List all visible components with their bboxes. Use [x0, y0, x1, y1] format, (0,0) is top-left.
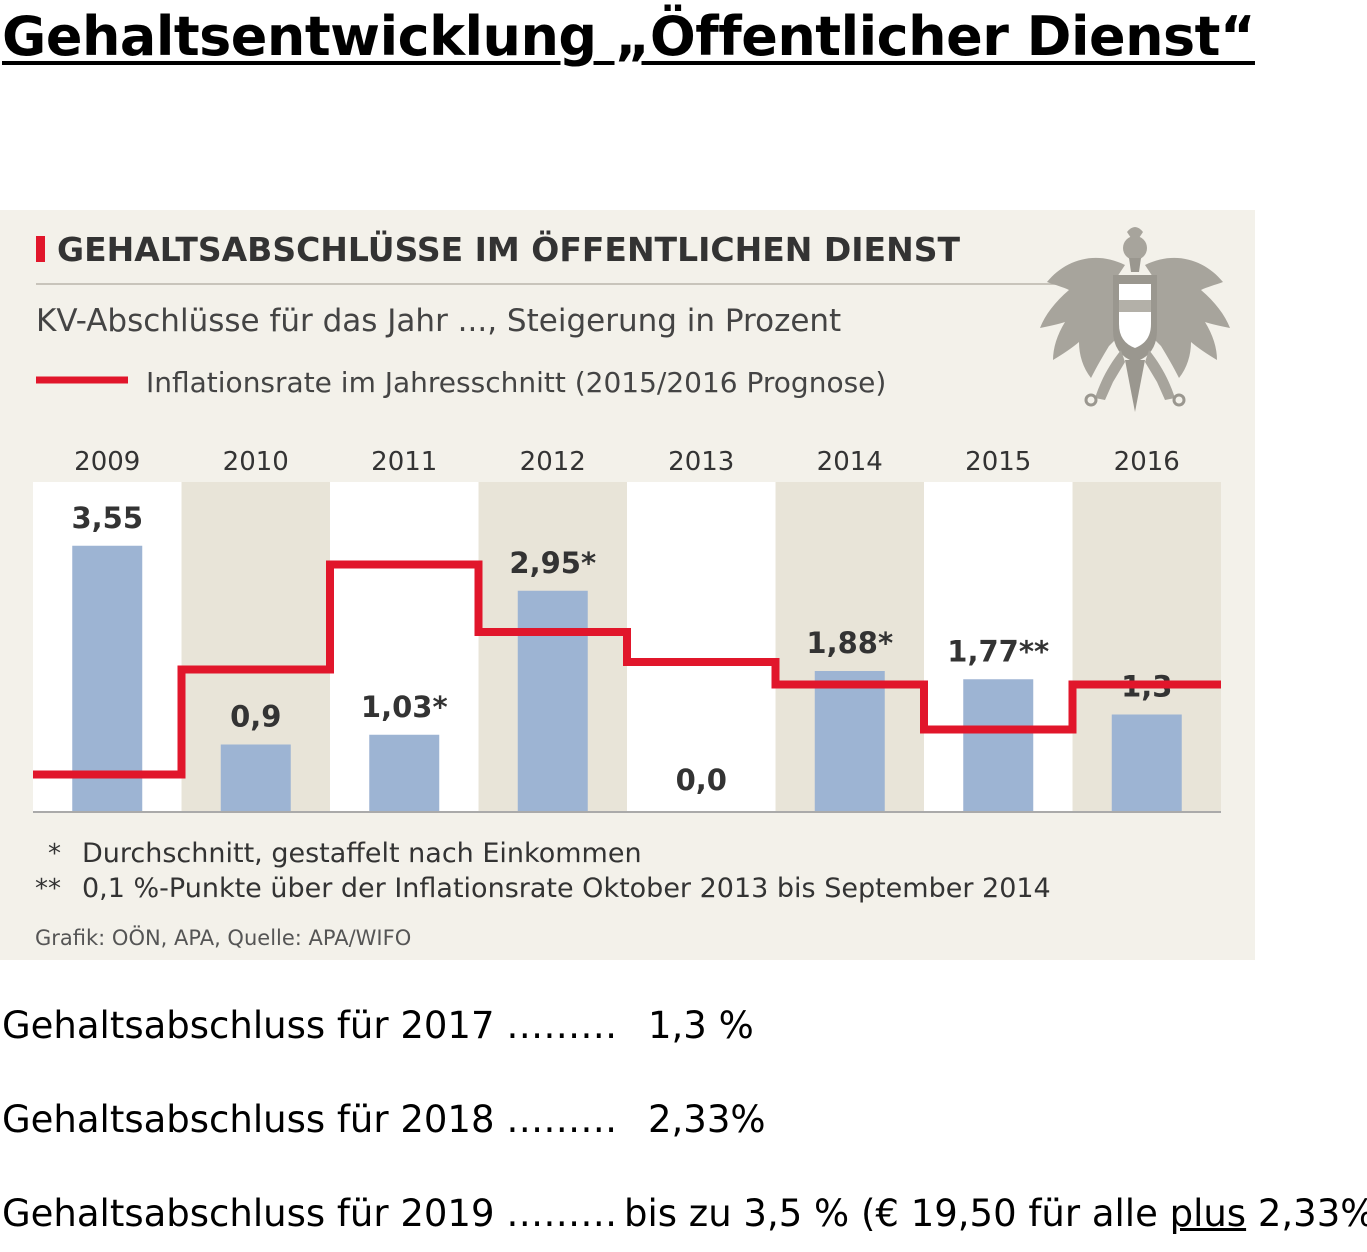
- value-labels: 3,550,9 1,03*2,95*0,01,88* 1,77**1,3: [71, 501, 1172, 797]
- chart-source: Grafik: OÖN, APA, Quelle: APA/WIFO: [35, 925, 411, 950]
- footnote-1-text: Durchschnitt, gestaffelt nach Einkommen: [82, 838, 642, 869]
- value-label-2014: 1,88*: [806, 626, 893, 660]
- page-title: Gehaltsentwicklung „Öffentlicher Dienst“: [2, 5, 1255, 68]
- year-labels: 2009 2010 2011 2012 2013 2014 2015 2016: [74, 447, 1180, 477]
- year-label-2012: 2012: [520, 447, 586, 477]
- agreement-2019-value: bis zu 3,5 % (€ 19,50 für alle plus 2,33…: [624, 1192, 1367, 1252]
- agreement-2019-label: Gehaltsabschluss für 2019 ………: [2, 1192, 618, 1235]
- value-label-2010: 0,9: [230, 700, 281, 734]
- year-label-2016: 2016: [1114, 447, 1180, 477]
- year-label-2013: 2013: [668, 447, 734, 477]
- value-label-2009: 3,55: [71, 501, 143, 535]
- agreement-2017: Gehaltsabschluss für 2017 ……… 1,3 %: [2, 1004, 754, 1064]
- bar-2014: [814, 671, 885, 812]
- agreement-2017-label: Gehaltsabschluss für 2017 ………: [2, 1004, 618, 1047]
- footnote-2-mark: **: [35, 874, 61, 904]
- bar-2012: [517, 590, 588, 812]
- agreement-2018-label: Gehaltsabschluss für 2018 ………: [2, 1098, 618, 1141]
- bar-2011: [369, 734, 440, 812]
- year-label-2015: 2015: [965, 447, 1031, 477]
- agreement-2019-value-pre: bis zu 3,5 % (€ 19,50 für alle: [624, 1192, 1170, 1235]
- year-label-2011: 2011: [371, 447, 437, 477]
- year-band-2013: [627, 482, 776, 812]
- footnote-1-mark: *: [48, 839, 61, 869]
- title-accent-block: [36, 236, 45, 262]
- value-label-2011: 1,03*: [361, 690, 448, 724]
- bar-2009: [72, 545, 143, 812]
- legend-line-label: Inflationsrate im Jahresschnitt (2015/20…: [146, 366, 886, 399]
- bars: [72, 545, 1182, 812]
- inflation-line: [33, 560, 1221, 779]
- agreement-2019: Gehaltsabschluss für 2019 ……… bis zu 3,5…: [2, 1192, 1367, 1252]
- year-label-2010: 2010: [223, 447, 289, 477]
- austrian-eagle-coat-of-arms-icon: [1040, 227, 1230, 412]
- chart-panel: GEHALTSABSCHLÜSSE IM ÖFFENTLICHEN DIENST…: [0, 210, 1255, 960]
- value-label-2013: 0,0: [676, 763, 727, 797]
- chart-svg: GEHALTSABSCHLÜSSE IM ÖFFENTLICHEN DIENST…: [33, 227, 1230, 950]
- value-label-2012: 2,95*: [509, 546, 596, 580]
- agreement-2019-value-post: 2,33%): [1257, 1192, 1367, 1235]
- footnote-2-text: 0,1 %-Punkte über der Inflationsrate Okt…: [82, 873, 1051, 904]
- agreement-2018-value: 2,33%: [648, 1098, 766, 1141]
- year-label-2014: 2014: [817, 447, 883, 477]
- chart-subtitle: KV-Abschlüsse für das Jahr ..., Steigeru…: [36, 303, 841, 339]
- bar-2016: [1111, 714, 1182, 812]
- chart-title: GEHALTSABSCHLÜSSE IM ÖFFENTLICHEN DIENST: [57, 229, 960, 269]
- year-label-2009: 2009: [74, 447, 140, 477]
- bar-2015: [963, 679, 1034, 812]
- agreement-2018: Gehaltsabschluss für 2018 ……… 2,33%: [2, 1098, 766, 1158]
- agreement-2019-value-emph: plus: [1169, 1192, 1247, 1235]
- value-label-2015: 1,77**: [947, 634, 1049, 668]
- bar-2010: [220, 744, 291, 812]
- agreement-2017-value: 1,3 %: [648, 1004, 754, 1047]
